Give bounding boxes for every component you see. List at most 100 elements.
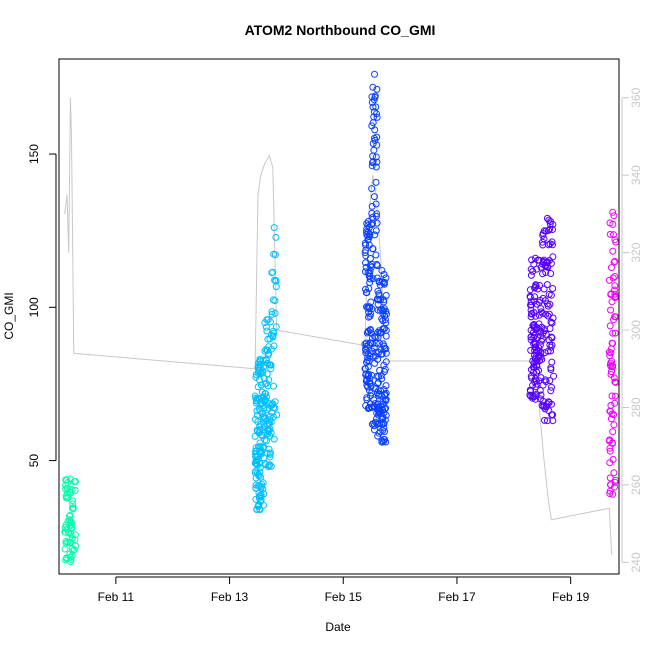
data-point [607, 363, 615, 370]
y2-tick-label: 260 [629, 475, 643, 495]
data-point [367, 326, 374, 333]
data-point [527, 271, 535, 279]
data-point [610, 212, 618, 220]
data-point [611, 257, 619, 265]
data-point [528, 310, 536, 317]
data-point [254, 383, 262, 391]
data-point [382, 292, 390, 299]
data-point [364, 328, 372, 336]
data-point [547, 270, 555, 277]
data-point [526, 286, 534, 294]
data-point [265, 419, 273, 427]
data-point [262, 437, 270, 445]
data-point [541, 405, 549, 413]
data-point [270, 224, 278, 232]
data-point [252, 444, 260, 452]
data-point [611, 273, 619, 280]
data-point [260, 405, 268, 413]
data-point [606, 474, 614, 482]
y2-tick-label: 240 [629, 552, 643, 572]
data-point [256, 376, 263, 384]
data-point [373, 158, 381, 166]
data-point [548, 358, 556, 366]
data-point [257, 484, 265, 492]
data-point [546, 300, 554, 308]
data-point [382, 438, 390, 446]
data-point [66, 558, 74, 566]
data-point [362, 342, 370, 350]
data-point [372, 227, 380, 235]
data-point [270, 250, 278, 258]
data-point [526, 386, 534, 394]
data-point [369, 213, 377, 221]
data-point [61, 545, 69, 553]
y-tick-label: 50 [27, 454, 41, 468]
data-point [366, 269, 373, 277]
data-point [526, 292, 534, 300]
y2-tick-label: 340 [629, 165, 643, 185]
data-point [532, 390, 540, 398]
plot-box [58, 58, 620, 575]
data-point [69, 547, 77, 555]
data-point [374, 380, 382, 388]
data-point [364, 363, 372, 371]
data-point [264, 316, 272, 324]
data-point [542, 310, 550, 318]
data-point [380, 424, 388, 432]
data-point [611, 329, 619, 337]
data-point [265, 349, 273, 357]
data-point [256, 426, 264, 434]
data-point [610, 469, 618, 477]
data-point [255, 395, 263, 402]
data-point [382, 319, 390, 327]
data-point [374, 306, 382, 314]
data-point [267, 449, 274, 457]
data-point [64, 517, 72, 525]
data-point [537, 391, 545, 399]
data-point [261, 397, 269, 405]
x-tick-label: Feb 13 [211, 590, 249, 604]
data-point [547, 364, 555, 372]
data-point [256, 464, 264, 472]
data-point [253, 505, 261, 513]
data-point [371, 359, 379, 367]
series-3 [526, 214, 558, 425]
data-point [611, 483, 618, 491]
data-point [606, 444, 614, 452]
data-point [539, 270, 547, 278]
data-point [547, 387, 555, 395]
data-point [540, 285, 548, 293]
data-point [261, 436, 269, 444]
data-point [364, 232, 372, 240]
data-point [607, 349, 615, 357]
data-point [541, 416, 548, 424]
data-point [269, 333, 277, 341]
data-point [264, 426, 271, 434]
data-point [272, 323, 280, 331]
data-point [536, 282, 543, 289]
data-point [545, 310, 553, 318]
data-point [256, 482, 264, 490]
data-point [529, 329, 537, 337]
data-point [609, 490, 617, 498]
data-point [376, 339, 384, 347]
data-point [261, 390, 269, 398]
data-point [369, 140, 377, 147]
data-point [368, 260, 376, 268]
data-point [372, 163, 380, 171]
data-point [257, 473, 265, 481]
data-point [380, 298, 388, 306]
data-point [252, 467, 260, 475]
y2-tick-label: 300 [629, 320, 643, 340]
data-point [263, 393, 270, 401]
data-point [252, 453, 260, 461]
data-point [549, 253, 557, 261]
data-point [379, 413, 387, 421]
data-point [374, 400, 382, 408]
data-point [368, 122, 376, 130]
data-point [527, 306, 535, 314]
data-point [252, 456, 260, 464]
data-point [69, 497, 76, 505]
data-point [69, 500, 77, 508]
data-point [372, 103, 380, 111]
